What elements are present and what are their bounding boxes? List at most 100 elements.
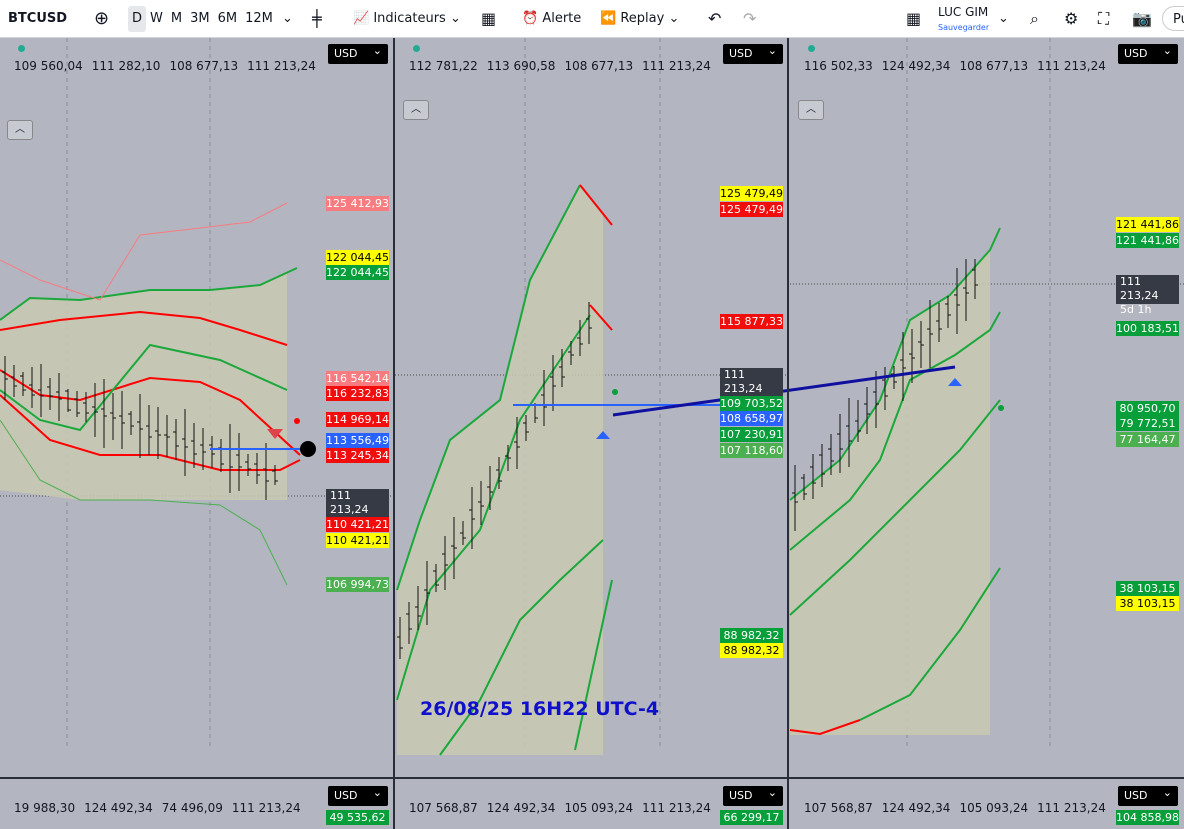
symbol[interactable]: BTCUSD <box>8 0 67 37</box>
publish[interactable]: Pu <box>1162 6 1184 31</box>
ohlc-value: 108 677,13 <box>959 59 1029 73</box>
replay[interactable]: ⏪ Replay ⌄ <box>600 11 680 26</box>
currency-button[interactable]: USD <box>1118 41 1178 64</box>
price-label: 88 982,32 <box>720 628 783 643</box>
price-label: 110 421,21 <box>326 517 389 532</box>
price-label: 106 994,73 <box>326 577 389 592</box>
ohlc-value: 124 492,34 <box>881 801 951 815</box>
price-label-text: 125 412,93 <box>326 197 389 210</box>
currency-button[interactable]: USD <box>328 783 388 806</box>
fullscreen[interactable]: ⛶ <box>1098 9 1110 28</box>
price-label-text: 122 044,45 <box>326 251 389 264</box>
search[interactable]: ⌕ <box>1030 9 1039 28</box>
price-label-text: 121 441,86 <box>1116 234 1179 247</box>
price-label: 80 950,70 <box>1116 401 1179 416</box>
interval[interactable]: 12M <box>245 11 273 26</box>
panel-divider <box>393 38 395 829</box>
ohlc-value: 108 677,13 <box>564 59 634 73</box>
ohlc-values: 109 560,04 111 282,10 108 677,13 111 213,24 <box>14 59 325 73</box>
price-label: 111 213,2436:37 <box>326 489 389 530</box>
price-label: 125 479,49 <box>720 186 783 201</box>
ohlc-value: 105 093,24 <box>564 801 634 815</box>
price-label-text: 88 982,32 <box>723 644 780 657</box>
replay-text[interactable]: Replay <box>620 11 665 26</box>
price-label-text: 111 213,24 <box>330 489 369 516</box>
price-label-text: 109 703,52 <box>720 397 783 410</box>
user[interactable]: LUC GIM Sauvegarder <box>938 5 989 35</box>
save-status[interactable]: Sauvegarder <box>938 23 990 32</box>
indicators[interactable]: 📈 Indicateurs ⌄ <box>353 11 461 26</box>
currency-button[interactable]: USD <box>1118 783 1178 806</box>
ohlc-values: 107 568,87 124 492,34 105 093,24 111 213,24 <box>409 801 720 815</box>
price-label: 116 542,14 <box>326 371 389 386</box>
add-symbol[interactable]: ⊕ <box>94 8 110 29</box>
currency-button[interactable]: USD <box>723 41 783 64</box>
ohlc-value: 111 213,24 <box>642 801 711 815</box>
snapshot[interactable]: 📷 <box>1132 9 1152 28</box>
interval[interactable]: 3M <box>190 11 210 26</box>
ohlc-value: 124 492,34 <box>84 801 153 815</box>
price-label: 113 556,49 <box>326 433 389 448</box>
symbol-text[interactable]: BTCUSD <box>8 11 68 26</box>
status-dot <box>808 45 815 52</box>
ohlc-value: 109 560,04 <box>14 59 83 73</box>
price-label-text: 116 232,83 <box>326 387 389 400</box>
collapse-button[interactable]: ︿ <box>7 120 33 140</box>
bar-style[interactable]: ╪ <box>312 9 322 28</box>
price-label-text: 38 103,15 <box>1119 582 1176 595</box>
ohlc-value: 124 492,34 <box>486 801 556 815</box>
interval[interactable]: D <box>128 6 147 32</box>
publish-text[interactable]: Pu <box>1173 12 1184 27</box>
toolbar: BTCUSD ⊕ D W M 3M 6M 12M ⌄ ╪ 📈 Indicateurs ⌄ … <box>0 0 1184 38</box>
price-label: 49 535,62 <box>326 810 389 825</box>
price-label-text: 113 556,49 <box>326 434 389 447</box>
settings[interactable]: ⚙ <box>1064 9 1079 28</box>
price-label-text: 125 479,49 <box>720 187 783 200</box>
alert[interactable]: ⏰ Alerte <box>522 11 582 26</box>
ohlc-value: 19 988,30 <box>14 801 76 815</box>
collapse-button[interactable]: ︿ <box>798 100 824 120</box>
price-label: 104 858,98 <box>1116 810 1179 825</box>
collapse-button[interactable]: ︿ <box>403 100 429 120</box>
price-label-text: 110 421,21 <box>326 534 389 547</box>
ohlc-value: 107 568,87 <box>804 801 873 815</box>
layout-icon[interactable]: ▦ <box>906 9 922 28</box>
indicators-text[interactable]: Indicateurs <box>373 11 446 26</box>
status-dot <box>18 45 25 52</box>
user-menu[interactable]: ⌄ <box>998 11 1009 26</box>
interval[interactable]: 6M <box>217 11 238 26</box>
ohlc-value: 108 677,13 <box>169 59 239 73</box>
ohlc-value: 74 496,09 <box>161 801 223 815</box>
countdown: 5d 1h <box>1120 303 1152 316</box>
ohlc-value: 111 282,10 <box>91 59 161 73</box>
price-label: 77 164,47 <box>1116 432 1179 447</box>
ohlc-values: 19 988,30 124 492,34 74 496,09 111 213,24 <box>14 801 310 815</box>
ohlc-value: 111 213,24 <box>1037 59 1106 73</box>
currency-button[interactable]: USD <box>328 41 388 64</box>
price-label-text: 108 658,97 <box>720 412 783 425</box>
layouts[interactable]: ▦ <box>481 9 497 28</box>
interval[interactable]: W <box>150 11 163 26</box>
price-label: 107 118,60 <box>720 443 783 458</box>
alert-text[interactable]: Alerte <box>542 11 582 26</box>
price-label-text: 106 994,73 <box>326 578 389 591</box>
undo[interactable]: ↶ <box>708 9 722 28</box>
currency-button[interactable]: USD <box>723 783 783 806</box>
ohlc-value: 111 213,24 <box>247 59 316 73</box>
interval-menu[interactable]: ⌄ <box>282 11 293 26</box>
price-label: 122 044,45 <box>326 250 389 265</box>
price-label-text: 113 245,34 <box>326 449 389 462</box>
price-label: 38 103,15 <box>1116 581 1179 596</box>
interval[interactable]: M <box>170 11 183 26</box>
user-name[interactable]: LUC GIM <box>938 5 989 19</box>
indicator-lines <box>0 184 1001 756</box>
price-label: 100 183,51 <box>1116 321 1179 336</box>
price-label: 121 441,86 <box>1116 233 1179 248</box>
panel-divider <box>787 38 789 829</box>
redo[interactable]: ↷ <box>743 9 757 28</box>
ohlc-value: 105 093,24 <box>959 801 1029 815</box>
ohlc-value: 116 502,33 <box>804 59 873 73</box>
price-label: 108 658,97 <box>720 411 783 426</box>
